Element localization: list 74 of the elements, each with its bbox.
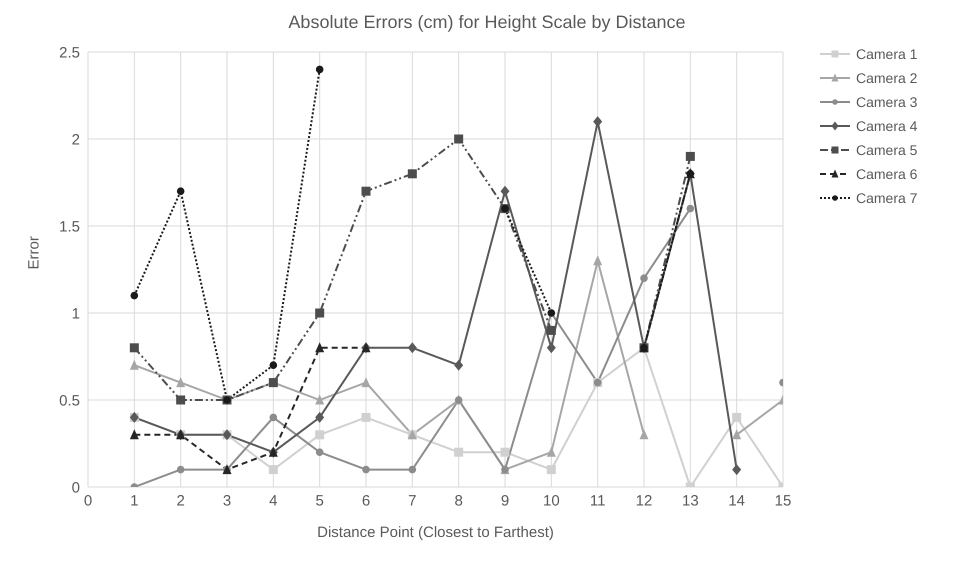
x-tick-label: 0 (84, 492, 92, 510)
point (686, 204, 694, 212)
point (270, 361, 278, 369)
y-tick-label: 0 (72, 479, 80, 496)
point (362, 466, 370, 474)
x-tick-label: 15 (774, 492, 792, 510)
point (176, 187, 184, 195)
y-tick-label: 1 (72, 305, 80, 322)
x-tick-label: 4 (269, 492, 278, 510)
point (593, 255, 602, 266)
point (315, 308, 324, 318)
y-tick-label: 0.5 (59, 392, 80, 410)
chart-title: Absolute Errors (cm) for Height Scale by Distance (287, 11, 687, 34)
point (454, 448, 464, 457)
point (408, 342, 417, 354)
point (316, 66, 324, 74)
x-tick-label: 13 (682, 492, 699, 510)
point (546, 465, 556, 474)
x-tick-label: 12 (636, 492, 652, 510)
point (130, 429, 139, 440)
legend-label: Camera 7 (856, 190, 918, 206)
legend-label: Camera 1 (856, 46, 918, 62)
point (315, 342, 324, 352)
y-tick-label: 1.5 (59, 218, 80, 236)
point (640, 429, 648, 440)
point (130, 292, 138, 300)
point (176, 466, 184, 474)
point (640, 274, 648, 282)
point (500, 448, 510, 457)
point (408, 466, 416, 474)
legend-label: Camera 2 (856, 70, 918, 86)
point (315, 412, 324, 423)
x-tick-label: 1 (130, 492, 139, 510)
point (268, 465, 278, 474)
x-tick-label: 9 (500, 492, 510, 510)
x-tick-label: 2 (176, 492, 185, 510)
point (315, 430, 324, 440)
x-tick-label: 7 (408, 492, 417, 510)
point (176, 377, 186, 388)
x-tick-label: 6 (362, 492, 370, 510)
legend-label: Camera 4 (856, 118, 918, 134)
x-tick-label: 3 (222, 492, 232, 510)
point (546, 446, 556, 457)
y-tick-label: 2.5 (59, 44, 80, 62)
legend-label: Camera 3 (856, 94, 918, 110)
point (732, 429, 742, 440)
x-tick-label: 11 (590, 492, 606, 510)
point (686, 152, 695, 161)
x-tick-label: 8 (454, 492, 463, 510)
point (408, 169, 417, 178)
point (130, 343, 139, 352)
y-tick-label: 2 (72, 131, 80, 148)
point (546, 342, 556, 354)
legend-label: Camera 6 (856, 166, 918, 182)
point (362, 186, 370, 196)
legend-label: Camera 5 (856, 142, 918, 158)
point (500, 186, 510, 197)
y-axis-title: Error (25, 236, 42, 270)
point (362, 377, 370, 388)
x-tick-label: 10 (542, 492, 560, 510)
point (270, 414, 278, 422)
point (454, 360, 464, 371)
point (176, 396, 186, 404)
point (315, 394, 324, 404)
point (130, 360, 139, 370)
point (546, 326, 556, 335)
point (454, 134, 464, 144)
point (362, 412, 370, 422)
point (732, 412, 742, 422)
x-tick-label: 5 (315, 492, 324, 510)
x-axis-title: Distance Point (Closest to Farthest) (317, 524, 554, 541)
point (732, 464, 742, 476)
x-tick-label: 14 (728, 492, 746, 510)
point (316, 448, 324, 456)
